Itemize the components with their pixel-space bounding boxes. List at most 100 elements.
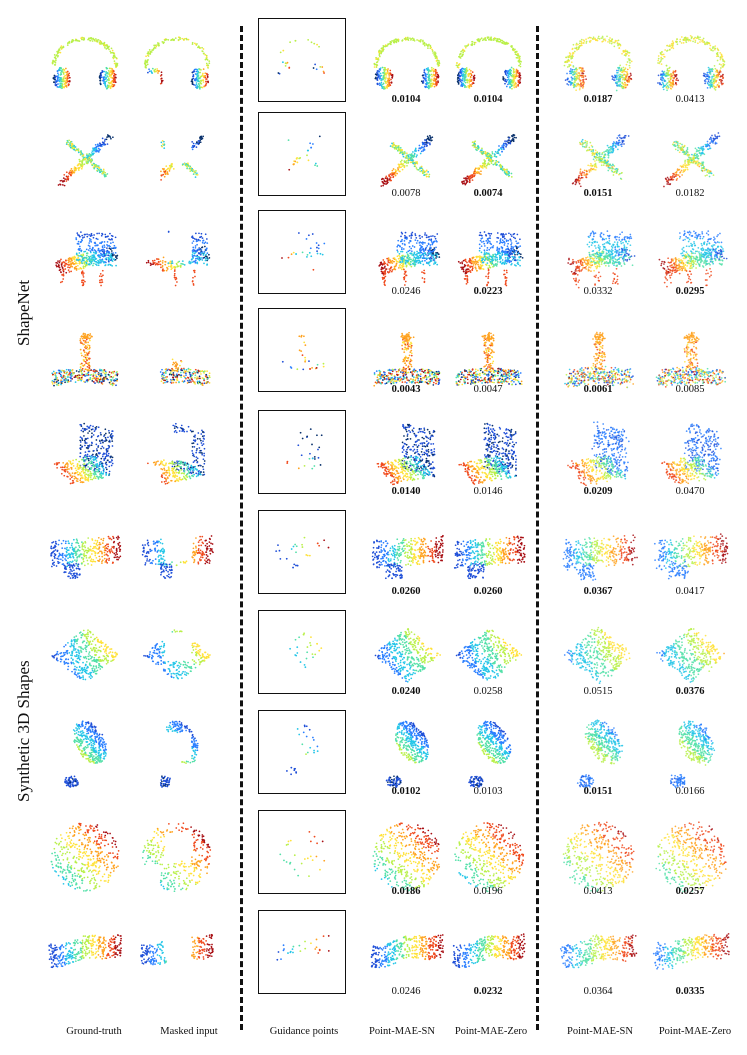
- point-cloud-point-mae-sn-b-row-3: [558, 216, 640, 298]
- column-header-ground-truth: Ground-truth: [44, 1026, 144, 1037]
- point-cloud-point-mae-sn-b-row-8: [558, 716, 640, 798]
- cd-score: 0.0413: [558, 886, 638, 897]
- point-cloud-ground-truth-row-2: [44, 118, 126, 200]
- cd-score: 0.0104: [448, 94, 528, 105]
- column-header-guidance-points: Guidance points: [254, 1026, 354, 1037]
- cd-score: 0.0140: [366, 486, 446, 497]
- cd-score: 0.0417: [650, 586, 730, 597]
- cd-score: 0.0413: [650, 94, 730, 105]
- point-cloud-masked-input-row-6: [136, 516, 218, 598]
- point-cloud-ground-truth-row-8: [44, 716, 126, 798]
- cd-score: 0.0103: [448, 786, 528, 797]
- cd-score: 0.0074: [448, 188, 528, 199]
- point-cloud-point-mae-zero-a-row-9: [448, 816, 530, 898]
- point-cloud-point-mae-zero-a-row-3: [448, 216, 530, 298]
- cd-score: 0.0196: [448, 886, 528, 897]
- separator-left: [240, 26, 243, 1030]
- point-cloud-point-mae-sn-b-row-4: [558, 314, 640, 396]
- guidance-points-box-row-9: [258, 810, 346, 894]
- point-cloud-point-mae-sn-b-row-7: [558, 616, 640, 698]
- cd-score: 0.0515: [558, 686, 638, 697]
- cd-score: 0.0223: [448, 286, 528, 297]
- cd-score: 0.0295: [650, 286, 730, 297]
- point-cloud-point-mae-zero-b-row-8: [650, 716, 732, 798]
- point-cloud-point-mae-sn-a-row-8: [366, 716, 448, 798]
- point-cloud-masked-input-row-9: [136, 816, 218, 898]
- guidance-points-box-row-3: [258, 210, 346, 294]
- guidance-points-box-row-1: [258, 18, 346, 102]
- point-cloud-point-mae-zero-a-row-10: [448, 916, 530, 998]
- point-cloud-ground-truth-row-5: [44, 416, 126, 498]
- cd-score: 0.0061: [558, 384, 638, 395]
- point-cloud-point-mae-zero-b-row-9: [650, 816, 732, 898]
- guidance-points-box-row-5: [258, 410, 346, 494]
- point-cloud-point-mae-sn-a-row-4: [366, 314, 448, 396]
- row-group-label-shapenet: ShapeNet: [14, 274, 34, 346]
- cd-score: 0.0187: [558, 94, 638, 105]
- point-cloud-masked-input-row-8: [136, 716, 218, 798]
- point-cloud-point-mae-sn-a-row-7: [366, 616, 448, 698]
- point-cloud-point-mae-zero-b-row-6: [650, 516, 732, 598]
- point-cloud-ground-truth-row-3: [44, 216, 126, 298]
- cd-score: 0.0470: [650, 486, 730, 497]
- cd-score: 0.0146: [448, 486, 528, 497]
- point-cloud-masked-input-row-10: [136, 916, 218, 998]
- cd-score: 0.0151: [558, 188, 638, 199]
- guidance-points-box-row-4: [258, 308, 346, 392]
- point-cloud-point-mae-sn-a-row-9: [366, 816, 448, 898]
- column-header-point-mae-zero-a: Point-MAE-Zero: [441, 1026, 541, 1037]
- point-cloud-point-mae-sn-a-row-6: [366, 516, 448, 598]
- separator-right: [536, 26, 539, 1030]
- point-cloud-point-mae-zero-b-row-1: [650, 24, 732, 106]
- point-cloud-point-mae-zero-a-row-7: [448, 616, 530, 698]
- point-cloud-masked-input-row-7: [136, 616, 218, 698]
- point-cloud-point-mae-zero-b-row-3: [650, 216, 732, 298]
- point-cloud-point-mae-sn-b-row-5: [558, 416, 640, 498]
- point-cloud-point-mae-zero-a-row-1: [448, 24, 530, 106]
- guidance-points-box-row-7: [258, 610, 346, 694]
- cd-score: 0.0102: [366, 786, 446, 797]
- guidance-points-box-row-8: [258, 710, 346, 794]
- cd-score: 0.0078: [366, 188, 446, 199]
- point-cloud-masked-input-row-3: [136, 216, 218, 298]
- point-cloud-point-mae-sn-b-row-1: [558, 24, 640, 106]
- point-cloud-point-mae-sn-a-row-10: [366, 916, 448, 998]
- cd-score: 0.0257: [650, 886, 730, 897]
- point-cloud-point-mae-sn-b-row-10: [558, 916, 640, 998]
- cd-score: 0.0246: [366, 986, 446, 997]
- row-group-label-synthetic: Synthetic 3D Shapes: [14, 660, 34, 802]
- point-cloud-point-mae-zero-a-row-6: [448, 516, 530, 598]
- cd-score: 0.0367: [558, 586, 638, 597]
- cd-score: 0.0047: [448, 384, 528, 395]
- point-cloud-ground-truth-row-10: [44, 916, 126, 998]
- cd-score: 0.0209: [558, 486, 638, 497]
- cd-score: 0.0260: [448, 586, 528, 597]
- point-cloud-ground-truth-row-1: [44, 24, 126, 106]
- point-cloud-point-mae-zero-a-row-5: [448, 416, 530, 498]
- guidance-points-box-row-2: [258, 112, 346, 196]
- column-header-point-mae-sn-b: Point-MAE-SN: [550, 1026, 650, 1037]
- point-cloud-masked-input-row-4: [136, 314, 218, 396]
- column-header-point-mae-sn-a: Point-MAE-SN: [352, 1026, 452, 1037]
- cd-score: 0.0166: [650, 786, 730, 797]
- cd-score: 0.0151: [558, 786, 638, 797]
- point-cloud-ground-truth-row-9: [44, 816, 126, 898]
- point-cloud-point-mae-zero-b-row-4: [650, 314, 732, 396]
- cd-score: 0.0332: [558, 286, 638, 297]
- point-cloud-ground-truth-row-6: [44, 516, 126, 598]
- point-cloud-point-mae-sn-a-row-2: [366, 118, 448, 200]
- cd-score: 0.0246: [366, 286, 446, 297]
- point-cloud-masked-input-row-5: [136, 416, 218, 498]
- point-cloud-point-mae-sn-b-row-6: [558, 516, 640, 598]
- point-cloud-point-mae-zero-b-row-7: [650, 616, 732, 698]
- cd-score: 0.0186: [366, 886, 446, 897]
- cd-score: 0.0104: [366, 94, 446, 105]
- cd-score: 0.0085: [650, 384, 730, 395]
- point-cloud-point-mae-zero-a-row-8: [448, 716, 530, 798]
- point-cloud-point-mae-zero-b-row-10: [650, 916, 732, 998]
- point-cloud-ground-truth-row-7: [44, 616, 126, 698]
- point-cloud-ground-truth-row-4: [44, 314, 126, 396]
- column-header-point-mae-zero-b: Point-MAE-Zero: [645, 1026, 745, 1037]
- cd-score: 0.0364: [558, 986, 638, 997]
- cd-score: 0.0232: [448, 986, 528, 997]
